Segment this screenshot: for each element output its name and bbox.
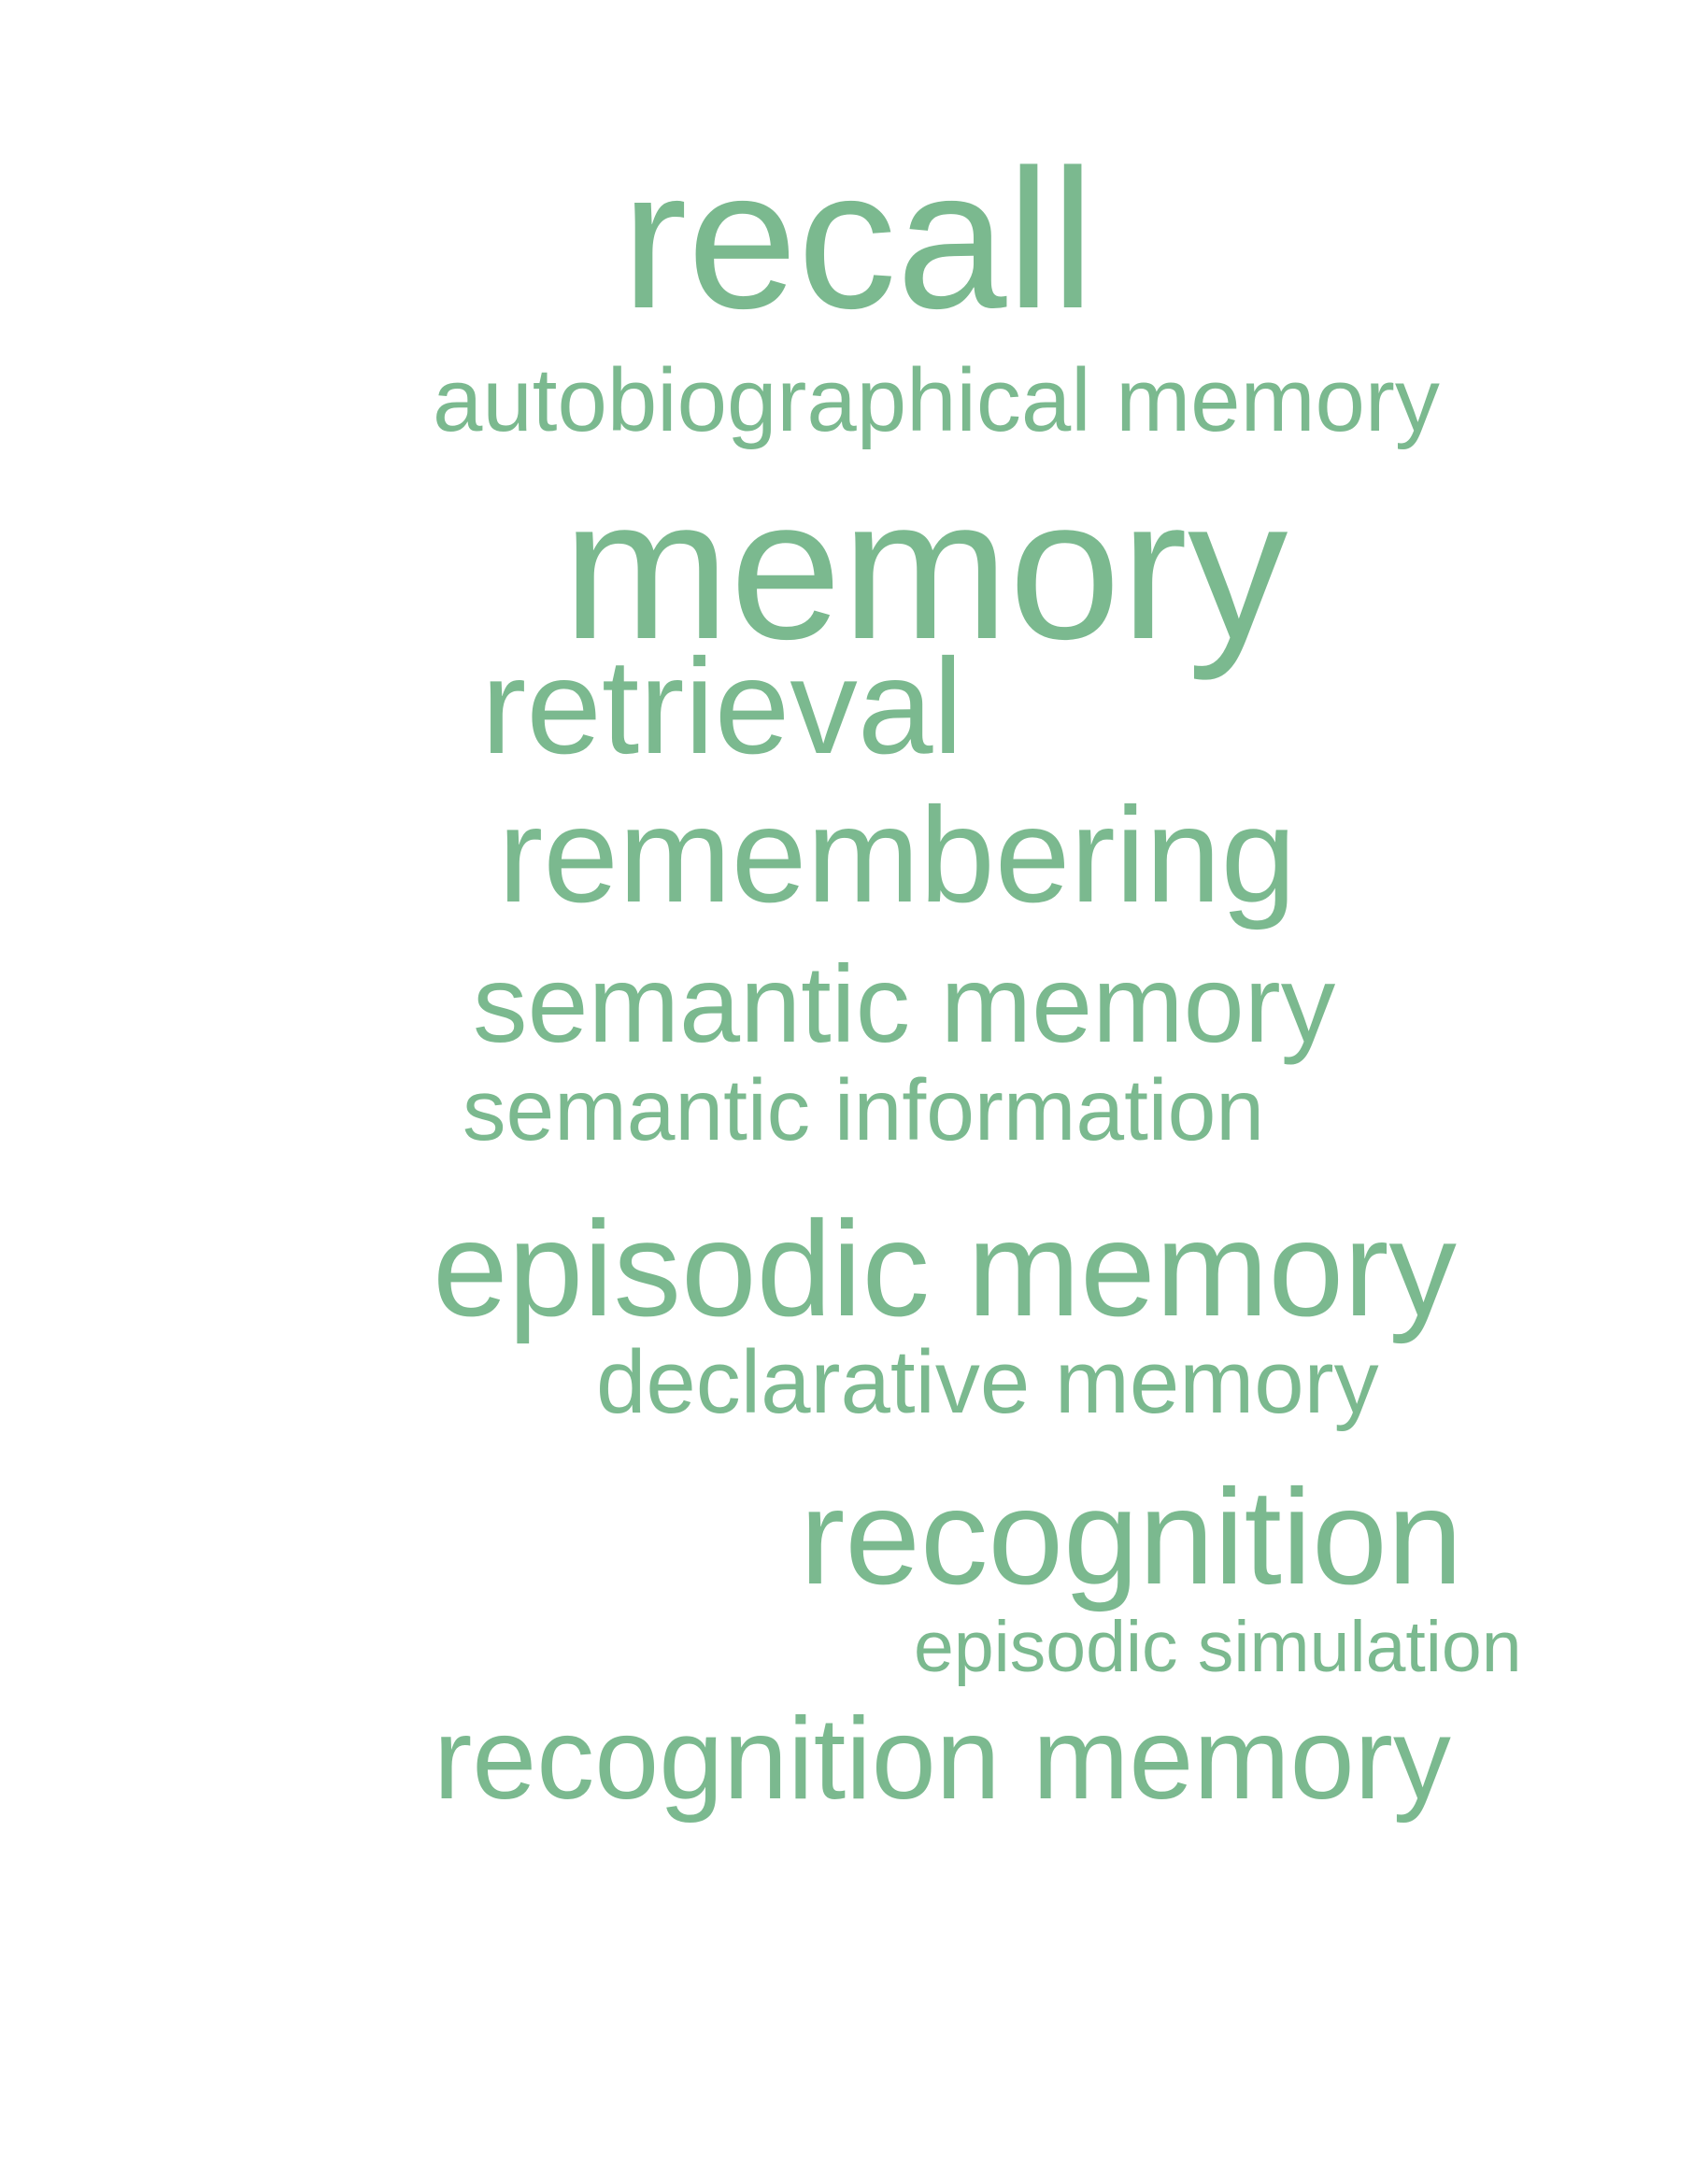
word-recognition-memory: recognition memory [434, 1695, 1451, 1824]
word-semantic-information: semantic information [463, 1061, 1265, 1158]
word-autobiographical-memory: autobiographical memory [433, 350, 1440, 450]
word-semantic-memory: semantic memory [473, 943, 1336, 1065]
word-recognition: recognition [800, 1461, 1463, 1612]
word-retrieval: retrieval [481, 631, 963, 782]
word-episodic-memory: episodic memory [433, 1193, 1457, 1344]
word-memory: memory [562, 456, 1288, 681]
word-episodic-simulation: episodic simulation [914, 1607, 1522, 1687]
word-remembering: remembering [498, 779, 1297, 930]
word-declarative-memory: declarative memory [596, 1332, 1379, 1432]
word-recall: recall [621, 128, 1095, 349]
